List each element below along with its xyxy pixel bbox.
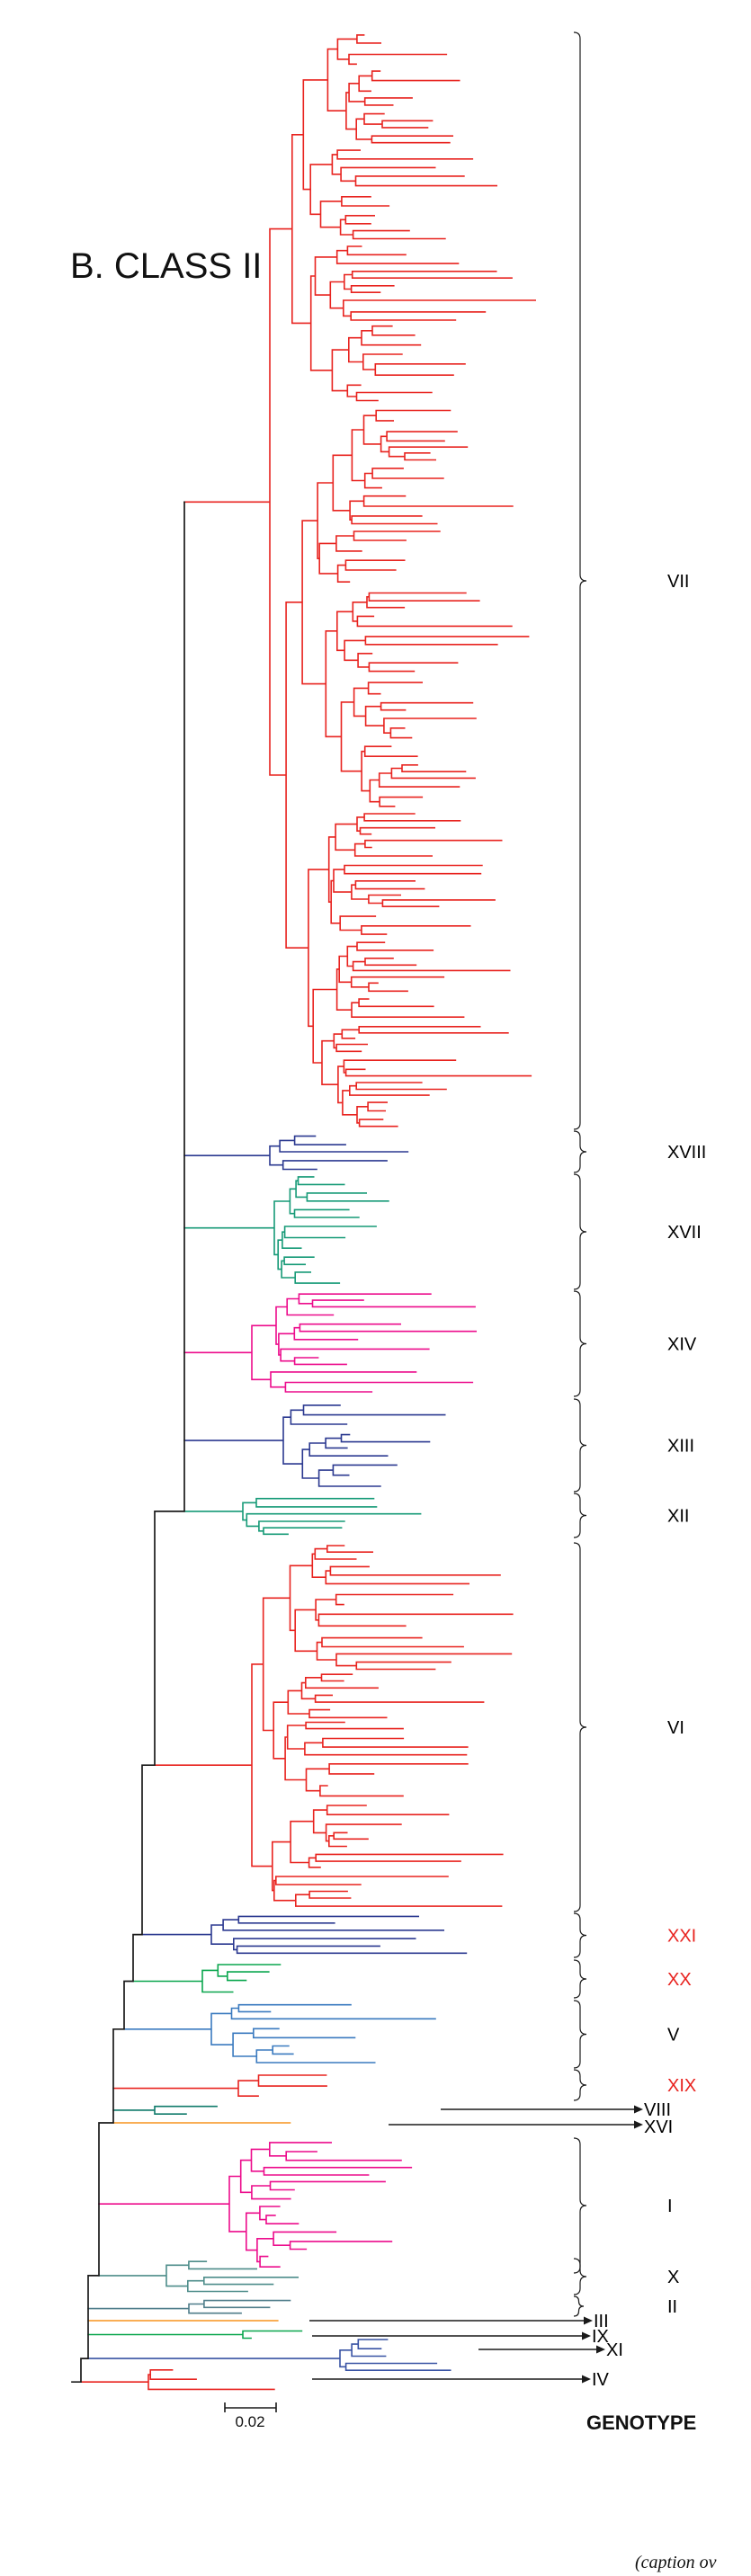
genotype-label-VIII: VIII xyxy=(644,2100,671,2120)
clade-brace-XVIII xyxy=(573,1130,587,1173)
clade-brace-V xyxy=(573,2000,587,2069)
genotype-label-XI: XI xyxy=(606,2340,623,2360)
clade-brace-X xyxy=(573,2258,587,2295)
genotype-label-XII: XII xyxy=(667,1507,689,1527)
clade-arrowhead-VIII xyxy=(634,2105,643,2114)
clade-V-branches xyxy=(123,2003,436,2063)
genotype-label-XIX: XIX xyxy=(667,2076,696,2096)
genotype-label-II: II xyxy=(667,2297,677,2317)
genotype-label-XX: XX xyxy=(667,1970,692,1990)
clade-brace-I xyxy=(573,2137,587,2274)
scale-bar-label: 0.02 xyxy=(235,2413,264,2430)
clade-brace-II xyxy=(573,2295,585,2317)
clade-brace-VII xyxy=(573,31,587,1130)
clade-VI-branches xyxy=(154,1545,514,1907)
clade-X-branches xyxy=(98,2260,299,2293)
clade-XIII-branches xyxy=(183,1404,446,1487)
genotype-label-IX: IX xyxy=(592,2327,609,2347)
genotype-label-VII: VII xyxy=(667,572,689,592)
clade-brace-VI xyxy=(573,1542,587,1912)
clade-arrowhead-XVI xyxy=(634,2120,643,2129)
genotype-label-XVI: XVI xyxy=(644,2117,673,2137)
clade-XIV-branches xyxy=(183,1293,477,1393)
genotype-label-XIII: XIII xyxy=(667,1437,694,1457)
genotype-label-I: I xyxy=(667,2197,673,2216)
clade-brace-XXI xyxy=(573,1912,587,1958)
clade-XXI-branches xyxy=(141,1915,468,1955)
tree-branches xyxy=(71,34,536,2391)
clade-VII-branches xyxy=(183,34,536,1128)
clade-IX-branches xyxy=(87,2330,303,2340)
clade-XVII-branches xyxy=(183,1176,389,1284)
genotype-label-X: X xyxy=(667,2268,679,2287)
clade-brace-XX xyxy=(573,1959,587,1999)
clade-II-branches xyxy=(87,2299,291,2314)
scale-bar-line xyxy=(224,2402,277,2412)
clade-XX-branches xyxy=(132,1964,282,1993)
clade-VIII-branches xyxy=(112,2105,218,2115)
genotype-label-XVIII: XVIII xyxy=(667,1143,706,1163)
genotype-label-XIV: XIV xyxy=(667,1335,697,1355)
caption-fragment: (caption ov xyxy=(635,2553,717,2572)
genotype-label-XVII: XVII xyxy=(667,1223,702,1243)
clade-braces-and-arrows xyxy=(309,31,643,2384)
clade-XIX-branches xyxy=(112,2074,327,2097)
genotype-labels: VIIXVIIIXVIIXIVXIIIXIIVIXXIXXVXIXVIIIXVI… xyxy=(592,572,706,2390)
clade-XII-branches xyxy=(183,1497,422,1536)
genotype-label-IV: IV xyxy=(592,2370,610,2390)
clade-I-branches xyxy=(98,2142,413,2268)
figure-title: B. CLASS II xyxy=(70,246,262,286)
genotype-column-header: GENOTYPE xyxy=(586,2411,696,2434)
scale-bar: 0.02 xyxy=(224,2402,277,2430)
backbone-branches xyxy=(71,501,185,2384)
genotype-label-III: III xyxy=(594,2312,609,2331)
clade-brace-XIX xyxy=(573,2069,587,2101)
clade-arrowhead-IV xyxy=(582,2375,591,2384)
clade-brace-XII xyxy=(573,1493,587,1538)
clade-arrowhead-IX xyxy=(582,2331,591,2340)
genotype-label-XXI: XXI xyxy=(667,1927,696,1947)
clade-XVIII-branches xyxy=(183,1135,409,1171)
clade-brace-XIII xyxy=(573,1398,587,1493)
clade-brace-XVII xyxy=(573,1173,587,1290)
genotype-label-VI: VI xyxy=(667,1718,684,1738)
clade-IV-branches xyxy=(80,2369,275,2391)
clade-XI-branches xyxy=(87,2339,451,2371)
genotype-label-V: V xyxy=(667,2026,680,2046)
clade-arrowhead-III xyxy=(584,2316,593,2325)
clade-brace-XIV xyxy=(573,1290,587,1397)
clade-arrowhead-XI xyxy=(596,2345,605,2354)
